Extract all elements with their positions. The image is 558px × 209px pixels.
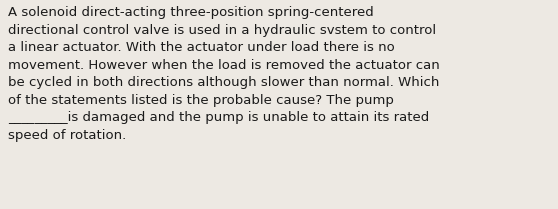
Text: A solenoid direct-acting three-position spring-centered
directional control valv: A solenoid direct-acting three-position … [8,6,440,142]
